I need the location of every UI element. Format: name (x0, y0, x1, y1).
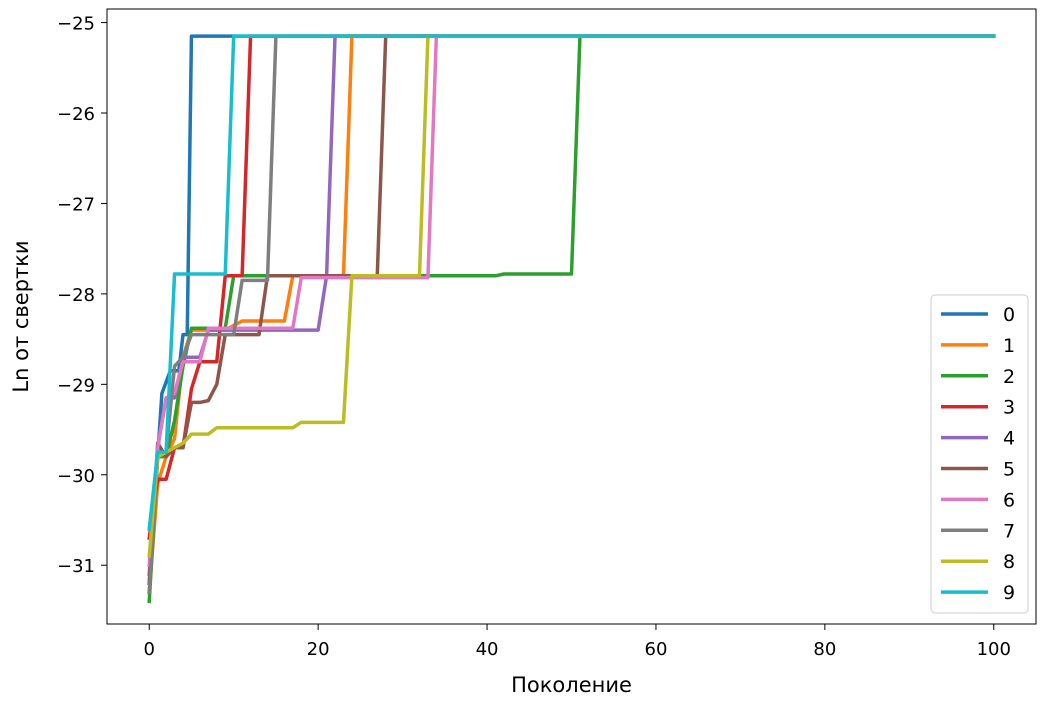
x-tick-label: 20 (307, 639, 330, 660)
series-line-3 (147, 34, 996, 541)
x-tick-label: 80 (813, 639, 836, 660)
legend-label: 0 (1003, 304, 1015, 326)
legend-label: 5 (1003, 459, 1015, 481)
y-axis: −31 −30 −29 −28 −27 −26 −25 (57, 14, 107, 577)
y-tick-label: −25 (57, 14, 95, 35)
series-line-1 (147, 34, 996, 595)
x-tick-label: 60 (645, 639, 668, 660)
y-tick-label: −31 (57, 556, 95, 577)
series-line-5 (147, 34, 996, 586)
y-tick-label: −29 (57, 375, 95, 396)
y-axis-title: Ln от свертки (9, 240, 33, 392)
y-tick-label: −28 (57, 285, 95, 306)
series-line-2 (147, 34, 996, 604)
plot-frame (106, 8, 1037, 625)
series-line-9 (147, 34, 996, 531)
legend-label: 4 (1003, 428, 1015, 450)
y-tick-label: −27 (57, 194, 95, 215)
series-line-8 (147, 34, 996, 559)
x-tick-label: 40 (476, 639, 499, 660)
series-line-4 (147, 34, 996, 577)
x-axis: 0 20 40 60 80 100 (144, 624, 1011, 660)
legend-label: 7 (1003, 520, 1015, 542)
legend-label: 2 (1003, 366, 1015, 388)
legend-label: 9 (1003, 582, 1015, 604)
legend-label: 8 (1003, 551, 1015, 573)
series-line-0 (147, 34, 996, 586)
x-tick-label: 100 (977, 639, 1011, 660)
series-lines (147, 34, 996, 604)
x-axis-title: Поколение (511, 673, 632, 697)
y-tick-label: −26 (57, 104, 95, 125)
legend: 0 1 2 3 4 5 6 7 8 9 (930, 294, 1029, 614)
x-tick-label: 0 (144, 639, 155, 660)
legend-label: 6 (1003, 489, 1015, 511)
legend-label: 1 (1003, 335, 1015, 357)
legend-label: 3 (1003, 397, 1015, 419)
y-tick-label: −30 (57, 466, 95, 487)
series-line-7 (147, 34, 996, 595)
series-line-6 (147, 34, 996, 568)
